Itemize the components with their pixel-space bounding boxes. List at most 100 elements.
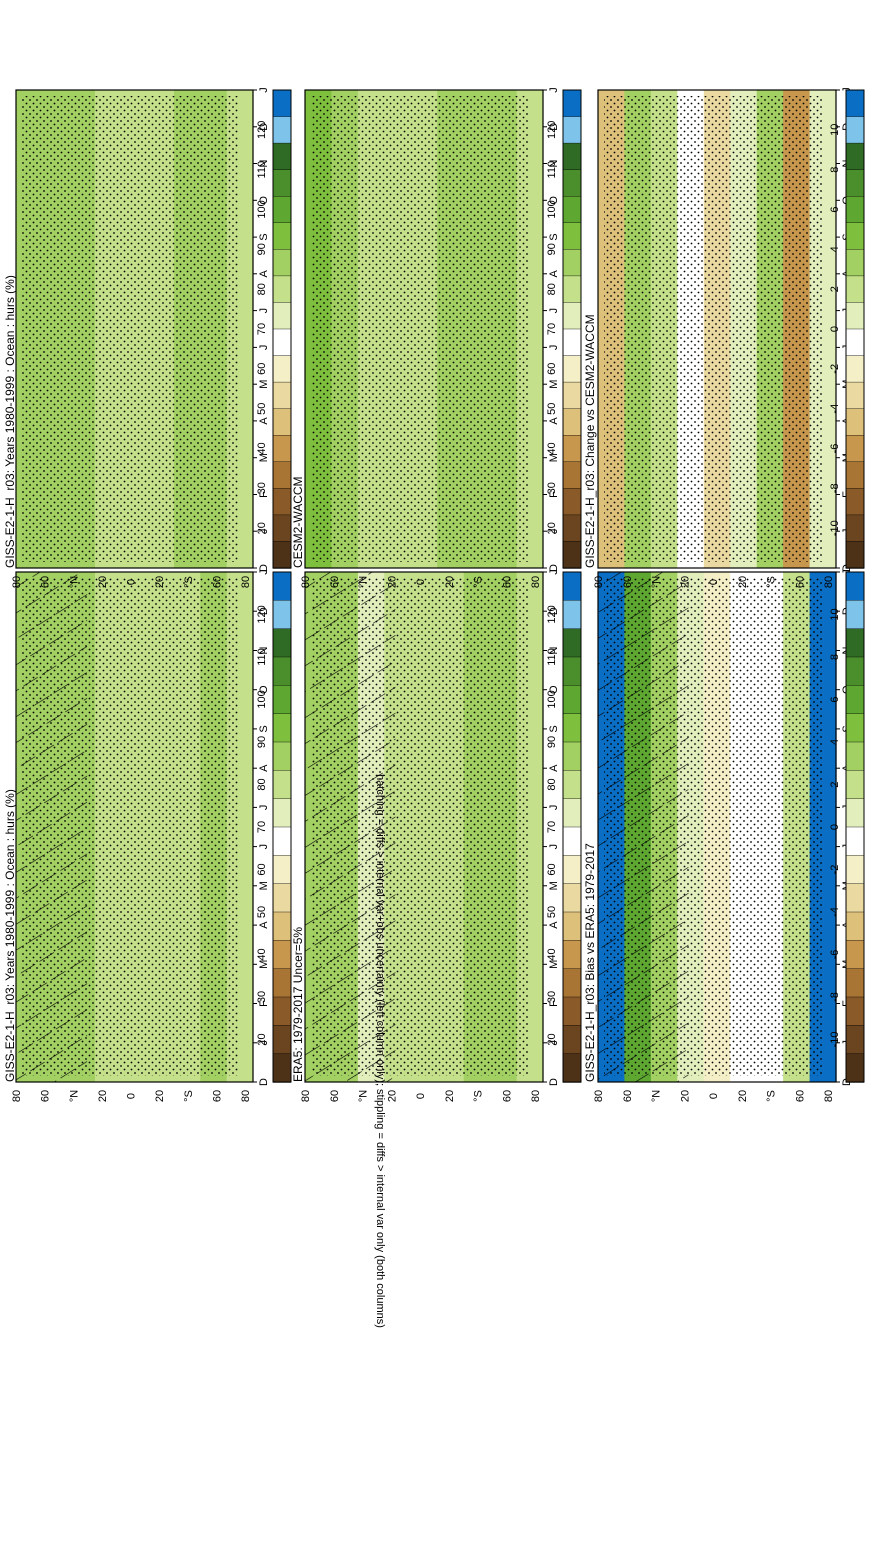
- hatching-overlay: [598, 572, 689, 1082]
- panel-title: CESM2-WACCM: [291, 476, 305, 568]
- colorbar-swatch: [845, 355, 865, 383]
- latitude-tick-label: °N: [358, 576, 370, 588]
- month-tick-label: J: [258, 528, 270, 534]
- colorbar-swatch: [562, 741, 582, 771]
- colorbar-swatch: [845, 328, 865, 357]
- colorbar-swatch: [562, 355, 582, 383]
- colorbar-swatch: [562, 116, 582, 144]
- colorbar-swatch: [845, 571, 865, 601]
- month-tick-label: A: [548, 269, 560, 277]
- month-tick-label: J: [258, 1040, 270, 1046]
- colorbar-tick-label: 120: [546, 605, 558, 623]
- colorbar-swatch: [272, 461, 292, 490]
- colorbar-swatch: [845, 826, 865, 856]
- latitude-tick-label: 80: [593, 1090, 605, 1102]
- colorbar-tick-label: 120: [256, 605, 268, 623]
- month-tick-label: S: [548, 725, 560, 732]
- colorbar-swatch: [272, 195, 292, 224]
- colorbar-swatch: [845, 770, 865, 800]
- colorbar-frame: [562, 571, 582, 1083]
- month-tick-label: N: [548, 646, 560, 654]
- latitude-tick-label: 20: [679, 576, 691, 588]
- colorbar-swatch: [562, 488, 582, 516]
- colorbar-tick-label: 50: [256, 906, 268, 918]
- colorbar-tick-label: 50: [546, 906, 558, 918]
- month-tick-label: O: [548, 685, 560, 694]
- colorbar-swatch: [272, 996, 292, 1026]
- colorbar-swatch: [562, 408, 582, 437]
- latitude-tick-label: 20: [737, 576, 749, 588]
- colorbar-tick-label: 120: [256, 121, 268, 139]
- colorbar-swatch: [845, 741, 865, 771]
- colorbar-swatch: [562, 600, 582, 630]
- panel-title: GISS-E2-1-H_r03: Bias vs ERA5: 1979-2017: [583, 843, 597, 1082]
- colorbar-swatch: [562, 996, 582, 1026]
- month-tick-label: D: [548, 123, 560, 131]
- colorbar-swatch: [562, 571, 582, 601]
- month-tick-label: M: [548, 453, 560, 462]
- colorbar: 120 110 100 90 80 70 60 50 40 30 20: [546, 571, 582, 1083]
- colorbar-swatch: [272, 571, 292, 601]
- colorbar-swatch: [272, 883, 292, 913]
- colorbar-tick-label: 2: [829, 286, 841, 292]
- figure: GISS-E2-1-H_r03: Years 1980-1999 : Ocean…: [3, 87, 865, 1328]
- latitude-tick-label: 60: [622, 1090, 634, 1102]
- colorbar-swatch: [272, 249, 292, 277]
- panel-frame: [15, 571, 254, 1083]
- panel-title: GISS-E2-1-H_r03: Change vs CESM2-WACCM: [583, 314, 597, 568]
- latitude-tick-label: 20: [737, 1090, 749, 1102]
- colorbar-tick-label: 90: [256, 243, 268, 255]
- colorbar-swatch: [272, 826, 292, 856]
- latitude-tick-label: 80: [530, 576, 542, 588]
- colorbar-swatch: [845, 275, 865, 304]
- heatmap-panel: GISS-E2-1-H_r03: Years 1980-1999 : Ocean…: [3, 569, 270, 1102]
- month-tick-label: A: [548, 921, 560, 929]
- colorbar-tick-label: 10: [829, 124, 841, 136]
- colorbar-tick-label: 110: [256, 161, 268, 179]
- latitude-tick-label: 80: [240, 576, 252, 588]
- figure-svg: GISS-E2-1-H_r03: Years 1980-1999 : Ocean…: [3, 87, 865, 1102]
- latitude-tick-label: °N: [651, 1090, 663, 1102]
- month-tick-label: F: [548, 1000, 560, 1007]
- colorbar-tick-label: 40: [256, 948, 268, 960]
- colorbar-swatch: [272, 408, 292, 437]
- colorbar-swatch: [562, 1053, 582, 1083]
- latitude-tick-label: °S: [766, 576, 778, 588]
- colorbar-swatch: [562, 685, 582, 715]
- colorbar-swatch: [845, 713, 865, 743]
- colorbar-swatch: [845, 461, 865, 490]
- latitude-tick-label: 80: [593, 576, 605, 588]
- month-tick-label: N: [258, 159, 270, 167]
- colorbar-tick-label: 110: [256, 648, 268, 666]
- month-tick-label: J: [548, 805, 560, 811]
- colorbar-tick-label: 40: [546, 442, 558, 454]
- latitude-tick-label: 60: [329, 576, 341, 588]
- colorbar-tick-label: 50: [256, 403, 268, 415]
- latitude-tick-label: 60: [622, 576, 634, 588]
- month-tick-label: J: [258, 308, 270, 314]
- colorbar-swatch: [845, 911, 865, 941]
- latitude-tick-label: 20: [444, 1090, 456, 1102]
- latitude-tick-label: 20: [97, 1090, 109, 1102]
- month-tick-label: J: [548, 345, 560, 351]
- colorbar-swatch: [845, 1025, 865, 1055]
- latitude-tick-label: °S: [183, 1090, 195, 1102]
- colorbar-swatch: [562, 713, 582, 743]
- colorbar-tick-label: 60: [256, 363, 268, 375]
- colorbar-tick-label: 4: [829, 739, 841, 745]
- latitude-tick-label: 20: [154, 576, 166, 588]
- latitude-tick-label: 80: [300, 576, 312, 588]
- latitude-tick-label: 80: [823, 1090, 835, 1102]
- month-tick-label: N: [548, 159, 560, 167]
- colorbar-swatch: [845, 514, 865, 543]
- month-tick-label: J: [548, 308, 560, 314]
- colorbar-tick-label: 110: [546, 161, 558, 179]
- month-tick-label: M: [258, 960, 270, 969]
- month-tick-label: N: [258, 646, 270, 654]
- colorbar-tick-label: 6: [829, 206, 841, 212]
- colorbar-swatch: [845, 222, 865, 251]
- month-tick-label: A: [258, 921, 270, 929]
- month-tick-label: J: [258, 805, 270, 811]
- colorbar-tick-label: 4: [829, 246, 841, 252]
- colorbar-swatch: [562, 883, 582, 913]
